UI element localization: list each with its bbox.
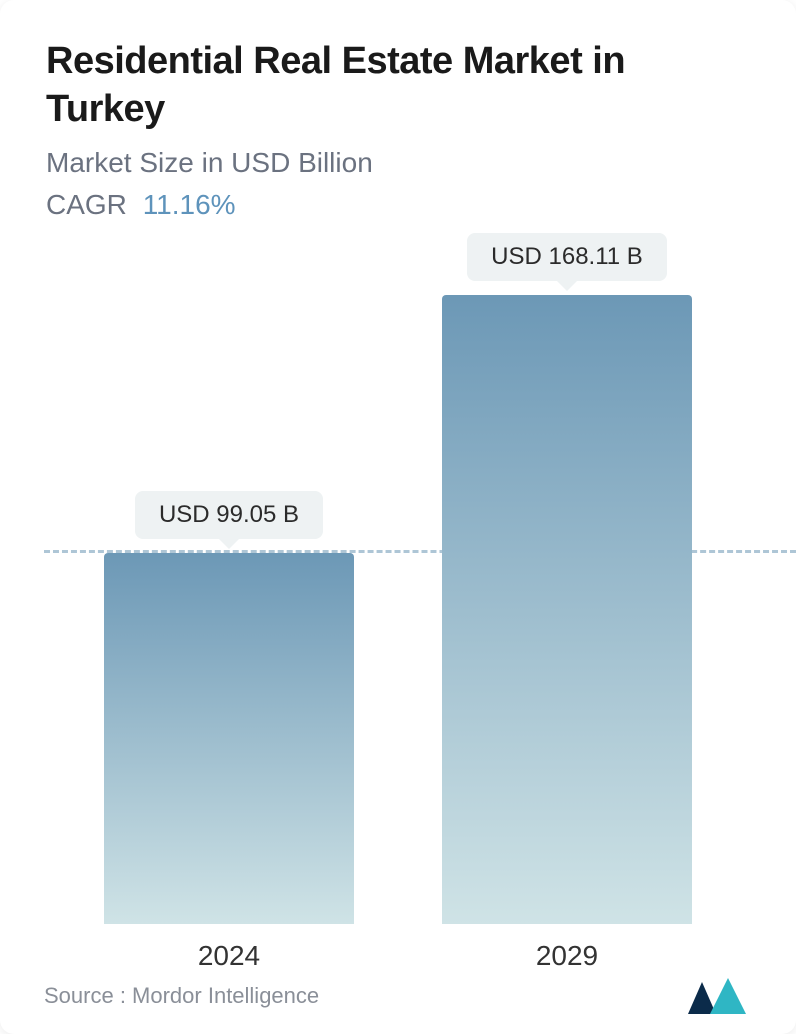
source-text: Source : Mordor Intelligence bbox=[44, 983, 319, 1009]
chart-header: Residential Real Estate Market in Turkey… bbox=[0, 0, 796, 221]
cagr-row: CAGR 11.16% bbox=[46, 189, 750, 221]
logo-shape-left bbox=[688, 982, 716, 1014]
x-axis-labels: 2024 2029 bbox=[0, 940, 796, 972]
x-label-0: 2024 bbox=[89, 940, 369, 972]
bar-value-label-0: USD 99.05 B bbox=[135, 491, 323, 539]
chart-footer: Source : Mordor Intelligence bbox=[44, 978, 752, 1014]
bar-value-label-1: USD 168.11 B bbox=[467, 233, 667, 281]
chart-plot-area: USD 99.05 B USD 168.11 B bbox=[0, 250, 796, 924]
bar-column-0: USD 99.05 B bbox=[89, 491, 369, 924]
mordor-logo-icon bbox=[688, 978, 752, 1014]
logo-shape-right bbox=[710, 978, 746, 1014]
x-label-1: 2029 bbox=[427, 940, 707, 972]
cagr-label: CAGR bbox=[46, 189, 127, 220]
chart-subtitle: Market Size in USD Billion bbox=[46, 147, 750, 179]
bar-0 bbox=[104, 553, 354, 924]
bar-1 bbox=[442, 295, 692, 924]
bars-container: USD 99.05 B USD 168.11 B bbox=[0, 250, 796, 924]
bar-column-1: USD 168.11 B bbox=[427, 233, 707, 924]
chart-title: Residential Real Estate Market in Turkey bbox=[46, 38, 750, 133]
cagr-value: 11.16% bbox=[143, 189, 236, 220]
